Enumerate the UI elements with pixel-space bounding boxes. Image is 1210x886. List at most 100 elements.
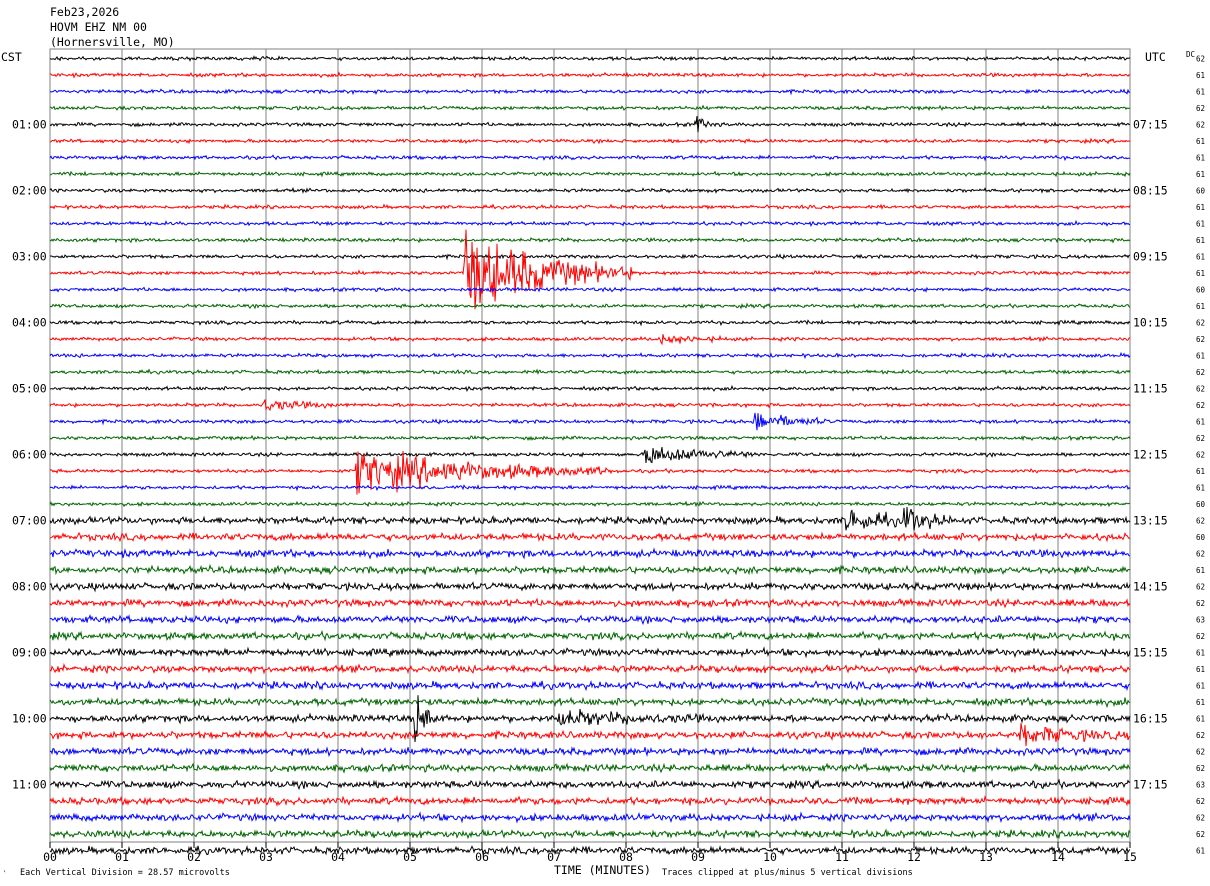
vertical-division-note: Each Vertical Division = 28.57 microvolt… (20, 868, 230, 878)
dc-offset-value: 62 (1196, 401, 1205, 410)
dc-offset-value: 62 (1196, 368, 1205, 377)
right-hour-label: 13:15 (1133, 514, 1168, 528)
dc-offset-value: 61 (1196, 715, 1205, 724)
x-axis-ticks: 00 01 02 03 04 05 06 07 08 09 10 11 12 13 14 15 (43, 842, 1137, 864)
left-hour-label: 06:00 (12, 448, 47, 462)
dc-offset-value: 62 (1196, 385, 1205, 394)
trace-row (49, 137, 1131, 145)
trace-row (49, 762, 1131, 774)
trace-row (49, 646, 1131, 659)
trace-row (49, 722, 1131, 747)
right-hour-label: 15:15 (1133, 646, 1168, 660)
trace-row (49, 581, 1131, 593)
dc-offset-value: 61 (1196, 170, 1205, 179)
dc-offset-value: 62 (1196, 748, 1205, 757)
trace-row (49, 613, 1131, 626)
right-hour-label: 09:15 (1133, 250, 1168, 264)
x-tick-label: 10 (763, 850, 777, 864)
trace-row (49, 286, 1131, 293)
trace-row (49, 531, 1131, 543)
x-tick-label: 13 (979, 850, 993, 864)
right-hour-label: 11:15 (1133, 382, 1168, 396)
left-hour-label: 03:00 (12, 250, 47, 264)
left-hour-label: 08:00 (12, 580, 47, 594)
x-tick-label: 04 (331, 850, 345, 864)
dc-offset-value: 62 (1196, 731, 1205, 740)
left-hour-label: 01:00 (12, 118, 47, 132)
seismic-traces (49, 55, 1131, 857)
trace-row (49, 302, 1131, 310)
dc-offset-value: 62 (1196, 319, 1205, 328)
dc-offset-value: 63 (1196, 616, 1205, 625)
right-hour-label: 12:15 (1133, 448, 1168, 462)
trace-row (49, 500, 1131, 508)
x-tick-label: 01 (115, 850, 129, 864)
left-hour-label: 09:00 (12, 646, 47, 660)
trace-row (49, 506, 1131, 531)
x-tick-label: 02 (187, 850, 201, 864)
plot-frame (49, 48, 1131, 843)
dc-column-label: DC (1186, 50, 1195, 59)
dc-offset-value: 61 (1196, 137, 1205, 146)
x-tick-label: 14 (1051, 850, 1065, 864)
dc-offset-value: 62 (1196, 814, 1205, 823)
dc-offset-value: 61 (1196, 253, 1205, 262)
trace-row (49, 229, 1131, 310)
dc-offset-value: 62 (1196, 830, 1205, 839)
header-date: Feb23,2026 (50, 5, 119, 19)
trace-row (49, 351, 1131, 360)
trace-row (49, 484, 1131, 492)
dc-offset-value: 61 (1196, 698, 1205, 707)
left-timezone-label: CST (1, 50, 22, 64)
dc-offset-value: 62 (1196, 104, 1205, 113)
dc-offset-value: 60 (1196, 286, 1206, 295)
x-axis-title: TIME (MINUTES) (554, 863, 651, 877)
trace-row (49, 399, 1131, 412)
trace-row (49, 116, 1131, 133)
x-tick-label: 11 (835, 850, 849, 864)
right-timezone-label: UTC (1145, 50, 1166, 64)
trace-row (49, 597, 1131, 609)
right-hour-label: 17:15 (1133, 778, 1168, 792)
trace-row (49, 154, 1130, 162)
right-hour-label: 14:15 (1133, 580, 1168, 594)
left-hour-label: 11:00 (12, 778, 47, 792)
left-hour-label: 07:00 (12, 514, 47, 528)
right-hour-label: 08:15 (1133, 184, 1168, 198)
dc-offset-value: 61 (1196, 71, 1205, 80)
dc-offset-value: 62 (1196, 632, 1205, 641)
trace-row (49, 384, 1131, 392)
trace-row (49, 696, 1131, 709)
trace-row (49, 219, 1131, 227)
trace-row (49, 253, 1131, 261)
hour-labels: 01:00 02:00 03:00 04:00 05:00 06:00 07:00 08:00… (12, 118, 1168, 792)
trace-row (49, 828, 1131, 840)
dc-offset-value: 61 (1196, 154, 1205, 163)
x-tick-label: 09 (691, 850, 705, 864)
dc-offset-value: 62 (1196, 764, 1205, 773)
dc-offset-labels: 62 61 61 62 62 61 61 61 60 61 61 61 61 61 60 61 62 62 61 62… (1196, 55, 1206, 856)
trace-row (50, 170, 1131, 178)
dc-offset-value: 60 (1196, 533, 1206, 542)
dc-offset-value: 60 (1196, 500, 1206, 509)
dc-offset-value: 60 (1196, 187, 1206, 196)
trace-row (50, 88, 1131, 96)
dc-offset-value: 61 (1196, 220, 1205, 229)
trace-row (49, 679, 1131, 692)
dc-offset-value: 61 (1196, 566, 1205, 575)
trace-row (49, 71, 1131, 79)
trace-row (49, 746, 1131, 758)
dc-offset-value: 63 (1196, 781, 1205, 790)
dc-offset-value: 61 (1196, 649, 1205, 658)
minute-gridlines (121, 49, 1059, 842)
dc-offset-value: 62 (1196, 335, 1205, 344)
trace-row (49, 563, 1131, 576)
left-hour-label: 10:00 (12, 712, 47, 726)
trace-row (49, 450, 1131, 495)
dc-offset-value: 61 (1196, 236, 1205, 245)
dc-offset-value: 62 (1196, 55, 1205, 64)
dc-offset-value: 62 (1196, 797, 1205, 806)
x-tick-label: 07 (547, 850, 561, 864)
trace-row (49, 447, 1131, 464)
